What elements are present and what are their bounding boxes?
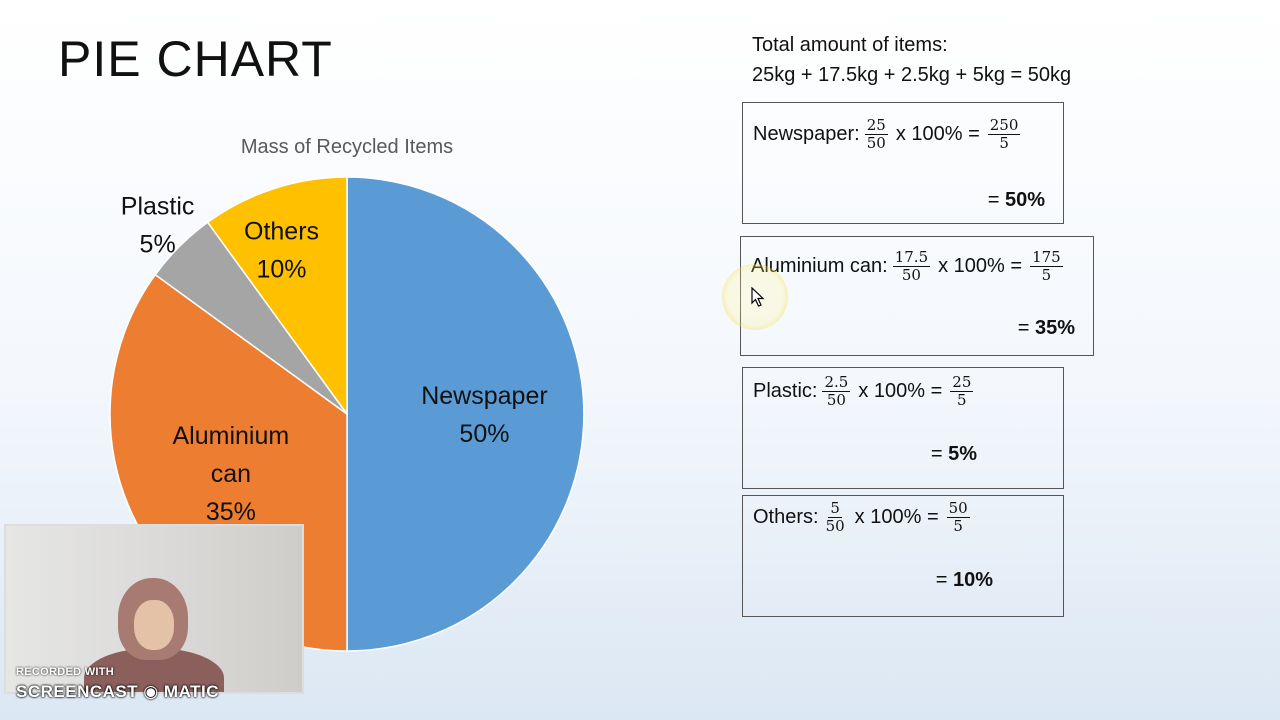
pie-label-plastic: Plastic 5%: [121, 193, 195, 259]
fraction: 5 50: [825, 499, 845, 535]
slide-title: PIE CHART: [58, 31, 333, 87]
calc-label: Newspaper:: [753, 123, 860, 145]
chart-title: Mass of Recycled Items: [241, 136, 453, 158]
calc-result: = 5%: [930, 443, 977, 465]
pie-slice-others: [206, 176, 348, 417]
total-label: Total amount of items:: [752, 34, 948, 56]
total-formula: 25kg + 17.5kg + 2.5kg + 5kg = 50kg: [752, 64, 1072, 86]
pie-slice-newspaper: [346, 176, 585, 652]
pie-label-aluminium-can: Aluminium can 35%: [173, 422, 290, 526]
pie-label-newspaper: Newspaper 50%: [421, 382, 547, 448]
webcam-overlay: [4, 524, 304, 694]
calc-label: Plastic:: [753, 380, 818, 402]
calc-box-others: Others: 5 50 x 100% = 50 5 = 10%: [742, 495, 1064, 617]
fraction: 17.5 50: [892, 248, 931, 284]
recorder-watermark-line1: RECORDED WITH: [16, 666, 115, 678]
fraction: 25 50: [864, 116, 888, 152]
fraction: 50 5: [946, 499, 970, 535]
calc-result: = 35%: [1017, 317, 1075, 339]
fraction: 25 5: [950, 373, 974, 409]
pie-label-others: Others 10%: [244, 217, 319, 283]
presenter-face: [134, 600, 174, 650]
recorder-watermark-logo: SCREENCAST ◉ MATIC: [16, 682, 219, 701]
times-text: x 100% =: [895, 123, 980, 145]
fraction: 175 5: [1030, 248, 1063, 284]
times-text: x 100% =: [938, 255, 1023, 277]
times-text: x 100% =: [858, 380, 943, 402]
total-section: Total amount of items: 25kg + 17.5kg + 2…: [752, 30, 1071, 90]
fraction: 2.5 50: [822, 373, 851, 409]
calc-result: = 10%: [935, 569, 993, 591]
calc-box-plastic: Plastic: 2.5 50 x 100% = 25 5 = 5%: [742, 367, 1064, 489]
calc-label: Aluminium can:: [751, 255, 888, 277]
calc-box-newspaper: Newspaper: 25 50 x 100% = 250 5 = 50%: [742, 102, 1064, 224]
fraction: 250 5: [987, 116, 1021, 152]
calc-box-aluminium-can: Aluminium can: 17.5 50 x 100% = 175 5 = 35…: [740, 236, 1094, 356]
cursor-arrow-icon: [751, 287, 765, 307]
calc-label: Others:: [753, 506, 819, 528]
calc-result: = 50%: [987, 189, 1045, 211]
times-text: x 100% =: [854, 506, 939, 528]
